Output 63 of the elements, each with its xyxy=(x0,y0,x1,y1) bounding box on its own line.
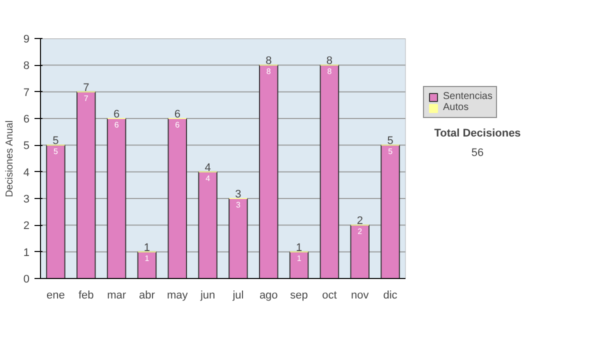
data-label: 8 xyxy=(327,67,332,76)
y-tick-label: 1 xyxy=(23,246,30,259)
total-label: 2 xyxy=(356,215,363,228)
legend-label: Autos xyxy=(443,102,469,113)
bar xyxy=(380,144,400,278)
x-tick-label: ago xyxy=(259,290,278,302)
x-tick-label: jun xyxy=(199,290,216,302)
bar xyxy=(198,171,218,278)
bar xyxy=(228,198,248,278)
x-tick-label: mar xyxy=(107,290,126,302)
y-tick-label: 4 xyxy=(23,166,30,179)
x-tick-label: abr xyxy=(139,290,156,302)
y-tick-label: 8 xyxy=(23,60,30,72)
bar xyxy=(289,251,309,278)
bar xyxy=(106,118,126,278)
y-tick-label: 6 xyxy=(23,114,30,126)
total-label: 1 xyxy=(296,242,302,254)
data-label: 7 xyxy=(84,94,89,103)
x-tick-label: oct xyxy=(322,290,337,302)
data-label: 3 xyxy=(236,200,241,210)
y-axis-title: Decisiones Anual xyxy=(4,120,16,198)
data-label: 1 xyxy=(296,254,302,263)
data-label: 1 xyxy=(144,254,150,263)
x-tick-label: feb xyxy=(78,290,94,302)
x-tick-label: nov xyxy=(351,290,370,302)
bar xyxy=(76,91,96,278)
x-tick-label: dic xyxy=(383,290,398,302)
bar xyxy=(137,251,157,278)
bar xyxy=(168,118,187,278)
data-label: 6 xyxy=(114,120,120,130)
total-label: 4 xyxy=(204,162,211,174)
bar xyxy=(350,224,370,278)
total-label: 5 xyxy=(387,135,394,148)
y-tick-label: 0 xyxy=(23,274,30,286)
text: 56 xyxy=(471,147,484,160)
legend-label: Sentencias xyxy=(443,91,492,102)
total-label: 7 xyxy=(83,82,90,94)
y-tick-label: 9 xyxy=(23,34,30,46)
data-label: 4 xyxy=(206,174,211,183)
x-tick-label: may xyxy=(166,290,188,302)
y-tick-label: 5 xyxy=(23,140,30,152)
y-tick-label: 7 xyxy=(23,86,30,99)
total-label: 5 xyxy=(52,135,59,148)
total-label: 6 xyxy=(113,108,120,120)
y-tick-label: 2 xyxy=(23,220,30,232)
x-tick-label: jul xyxy=(232,290,244,302)
y-tick-label: 3 xyxy=(23,194,30,206)
bar xyxy=(320,64,340,278)
total-label: 6 xyxy=(174,108,180,120)
x-tick-label: sep xyxy=(290,290,308,302)
data-label: 2 xyxy=(358,227,363,236)
bar xyxy=(46,144,66,278)
text: Total Decisiones xyxy=(434,127,521,140)
data-label: 6 xyxy=(175,120,180,130)
data-label: 8 xyxy=(266,67,272,76)
data-label: 5 xyxy=(53,147,58,156)
total-label: 8 xyxy=(326,55,333,68)
x-tick-label: ene xyxy=(46,290,65,302)
total-label: 8 xyxy=(266,55,272,68)
total-label: 3 xyxy=(235,188,242,200)
total-label: 1 xyxy=(144,242,150,254)
data-label: 5 xyxy=(388,147,394,156)
bar xyxy=(259,64,278,278)
